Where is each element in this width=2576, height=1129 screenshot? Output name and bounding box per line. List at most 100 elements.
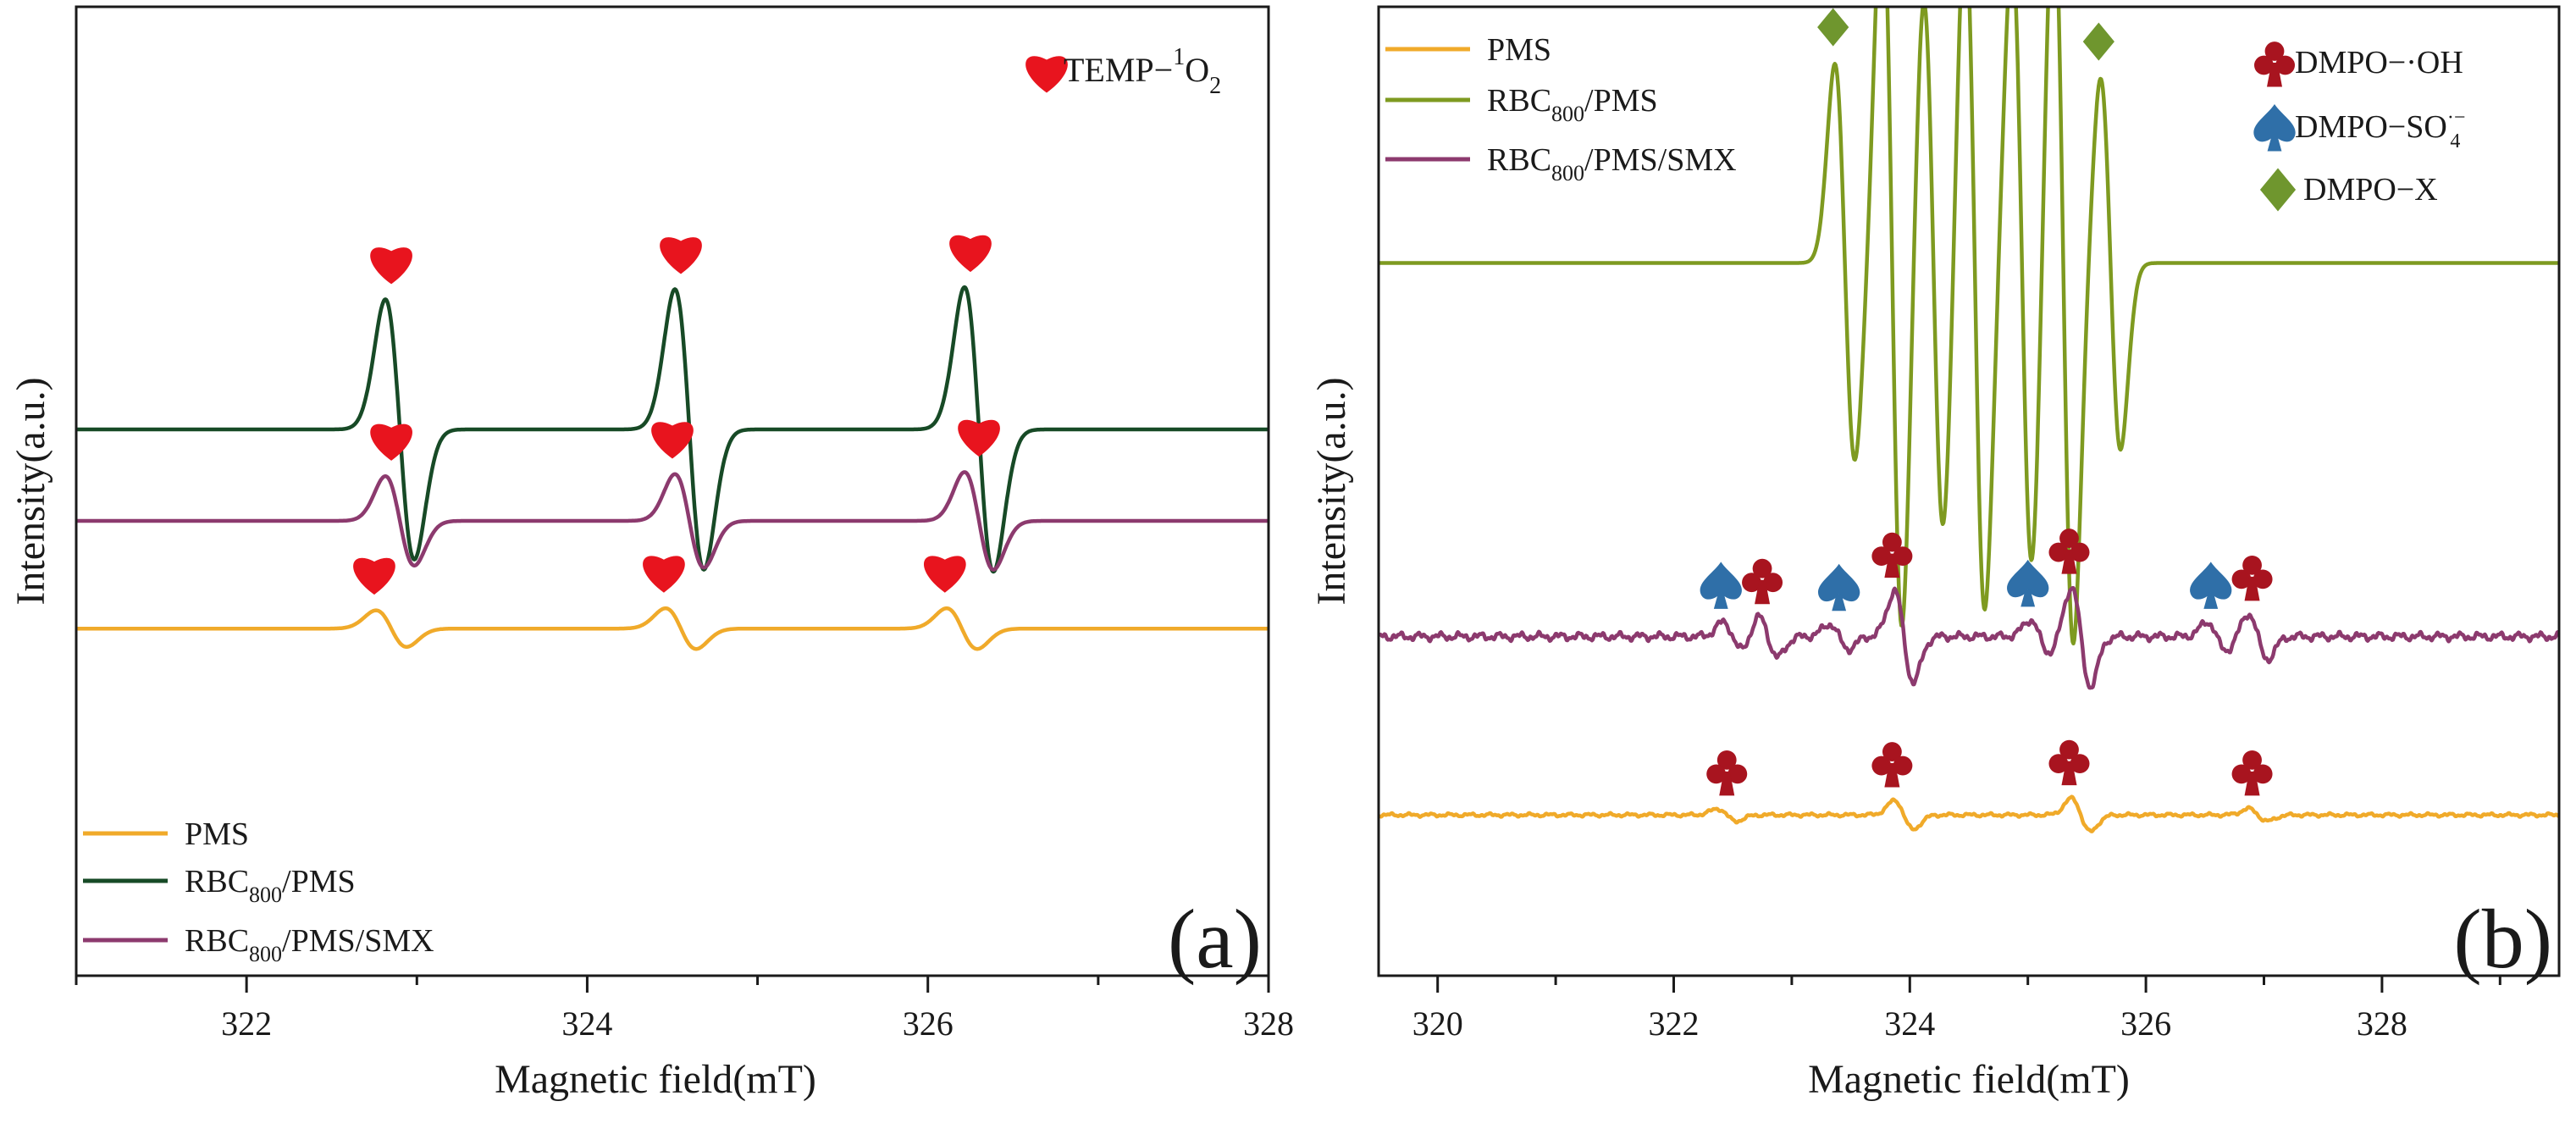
legend-label-rest: /PMS/SMX: [282, 923, 434, 959]
series-line-pms: [76, 606, 1269, 651]
legend-label-base: PMS: [1487, 32, 1551, 68]
legend-label: RBC800/PMS/SMX: [185, 923, 434, 966]
legend-item-rbc800-pms: RBC800/PMS: [83, 864, 356, 907]
annotation-prefix: TEMP−: [1064, 51, 1173, 89]
heart-icon: [651, 422, 694, 459]
x-tick-label: 322: [1649, 1004, 1700, 1043]
panel-a-y-label: Intensity(a.u.): [8, 377, 53, 605]
marker-legend-label: DMPO−·OH: [2295, 45, 2463, 80]
legend-label-base: RBC: [185, 864, 249, 899]
panel-a-label: (a): [1168, 892, 1262, 986]
panel-a-curves: [76, 285, 1269, 651]
x-tick-label: 326: [2120, 1004, 2171, 1043]
panel-b-legend: PMS RBC800/PMS RBC800/PMS/SMX: [1385, 32, 1737, 185]
diamond-icon: [2259, 168, 2297, 212]
marker-legend-spade: DMPO−SO·− 4: [2253, 104, 2465, 152]
spade-icon: [1817, 563, 1860, 612]
legend-label-rest: /PMS: [282, 864, 356, 899]
panel-b-curves: [1379, 7, 2559, 833]
legend-label-base: RBC: [1487, 142, 1551, 178]
heart-icon: [353, 557, 395, 595]
x-tick-label: 322: [221, 1004, 272, 1043]
x-tick-label: 324: [561, 1004, 612, 1043]
heart-icon: [923, 556, 966, 593]
legend-item-rbc800-pms-smx: RBC800/PMS/SMX: [1385, 142, 1737, 185]
legend-label-base: RBC: [185, 923, 249, 959]
panel-b-label: (b): [2453, 892, 2552, 986]
x-tick-label: 328: [1243, 1004, 1294, 1043]
panel-b-y-label: Intensity(a.u.): [1309, 377, 1354, 605]
legend-label-sub: 800: [249, 942, 282, 966]
legend-label: RBC800/PMS: [185, 864, 356, 907]
panel-a: 322 324 326 328 Magnetic field(mT) Intensit…: [8, 5, 1294, 1102]
club-icon: [1742, 558, 1783, 605]
panel-b-frame: [1377, 5, 2561, 977]
legend-label-rest: /PMS: [1584, 83, 1658, 119]
club-icon: [2231, 750, 2273, 796]
diamond-icon: [1817, 8, 1849, 47]
club-icon: [2048, 529, 2090, 574]
spade-icon: [2007, 559, 2049, 607]
club-icon: [2048, 739, 2090, 786]
series-line-rbc800-pms: [1379, 7, 2559, 646]
series-line-pms: [1379, 794, 2559, 833]
marker-legend-label-base: DMPO−SO: [2295, 109, 2447, 145]
series-line-rbc800-pms-smx: [1379, 585, 2559, 690]
legend-item-pms: PMS: [83, 816, 249, 852]
panel-a-annotation-text: TEMP−1O2: [1064, 44, 1221, 99]
x-tick-label: 328: [2357, 1004, 2407, 1043]
heart-icon: [949, 235, 992, 273]
heart-icon: [660, 237, 702, 274]
legend-label-sub: 800: [1551, 102, 1584, 126]
panel-a-x-label: Magnetic field(mT): [495, 1057, 816, 1102]
club-icon: [1871, 532, 1913, 578]
x-tick-label: 320: [1412, 1004, 1463, 1043]
panel-b-x-label: Magnetic field(mT): [1808, 1057, 2130, 1102]
legend-item-pms: PMS: [1385, 32, 1551, 68]
annotation-main: O: [1185, 51, 1209, 89]
panel-b: 320 322 324 326 328 Magnetic field(mT) Inten…: [1309, 5, 2561, 1102]
marker-legend-label: DMPO−X: [2303, 172, 2438, 208]
heart-icon: [958, 419, 1000, 457]
annotation-superscript: 1: [1173, 44, 1185, 70]
heart-icon: [1025, 56, 1068, 93]
annotation-subscript: 2: [1209, 73, 1221, 99]
x-tick-label: 324: [1884, 1004, 1935, 1043]
spade-icon: [2190, 562, 2232, 609]
heart-icon: [643, 556, 685, 593]
marker-legend-label-sup: ·−: [2447, 107, 2466, 129]
marker-legend-club: DMPO−·OH: [2254, 42, 2463, 87]
spade-icon: [2253, 104, 2296, 152]
heart-icon: [370, 247, 412, 285]
legend-item-rbc800-pms-smx: RBC800/PMS/SMX: [83, 923, 434, 966]
marker-legend-label-sub: 4: [2450, 130, 2460, 152]
spade-icon: [1700, 562, 1742, 609]
spade-icon: [2253, 104, 2296, 152]
club-icon: [2254, 42, 2296, 87]
club-icon: [1871, 742, 1913, 788]
club-icon: [1706, 750, 1748, 796]
panel-a-legend: PMS RBC800/PMS RBC800/PMS/SMX: [83, 816, 434, 966]
panel-b-x-ticks: 320 322 324 326 328: [1412, 976, 2501, 1043]
diamond-icon: [2082, 22, 2114, 61]
series-line-rbc800-pms-smx: [76, 470, 1269, 572]
panel-a-frame: [75, 5, 1270, 977]
panel-a-x-ticks: 322 324 326 328: [75, 976, 1294, 1043]
club-icon: [2231, 555, 2273, 601]
legend-item-rbc800-pms: RBC800/PMS: [1385, 83, 1658, 126]
legend-label-rest: /PMS/SMX: [1584, 142, 1737, 178]
marker-legend-diamond: DMPO−X: [2259, 168, 2438, 212]
panel-a-markers: [353, 235, 1000, 595]
x-tick-label: 326: [903, 1004, 954, 1043]
panel-a-annotation: TEMP−1O2: [1025, 44, 1221, 99]
diamond-icon: [2259, 168, 2297, 212]
legend-label: RBC800/PMS/SMX: [1487, 142, 1737, 185]
legend-label: PMS: [1487, 32, 1551, 68]
heart-icon: [1025, 56, 1068, 93]
heart-icon: [370, 423, 412, 461]
legend-label: RBC800/PMS: [1487, 83, 1658, 126]
legend-label-sub: 800: [1551, 161, 1584, 185]
legend-label: PMS: [185, 816, 249, 852]
panel-b-marker-legend: DMPO−·OH DMPO−SO·− 4 DMPO−X: [2253, 42, 2465, 212]
